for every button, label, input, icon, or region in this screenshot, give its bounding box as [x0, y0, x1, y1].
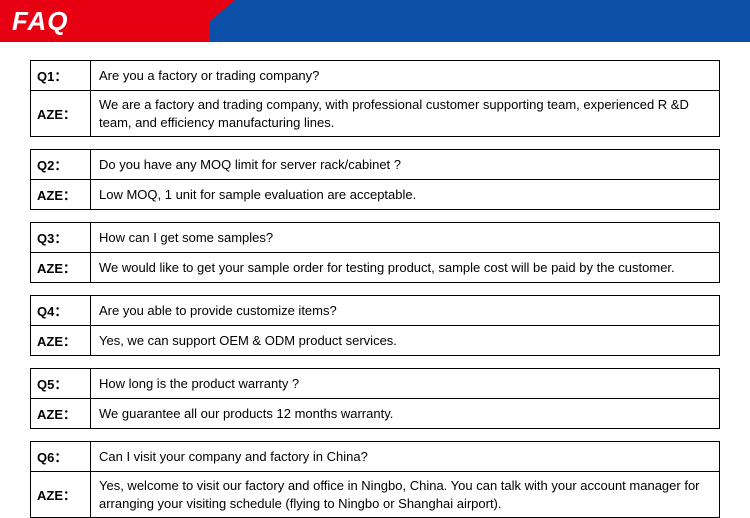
- faq-block: Q4： Are you able to provide customize it…: [30, 295, 720, 356]
- faq-a-label: AZE：: [31, 399, 91, 428]
- faq-answer-text: We guarantee all our products 12 months …: [91, 399, 719, 428]
- faq-question-row: Q6： Can I visit your company and factory…: [31, 442, 719, 471]
- faq-a-label: AZE：: [31, 472, 91, 517]
- faq-a-label: AZE：: [31, 326, 91, 355]
- faq-question-text: How can I get some samples?: [91, 223, 719, 252]
- faq-question-row: Q2： Do you have any MOQ limit for server…: [31, 150, 719, 179]
- faq-question-row: Q5： How long is the product warranty ?: [31, 369, 719, 398]
- header-title: FAQ: [12, 0, 68, 42]
- header-red-triangle: [210, 0, 235, 42]
- faq-answer-text: We would like to get your sample order f…: [91, 253, 719, 282]
- faq-q-label: Q3：: [31, 223, 91, 252]
- faq-block: Q3： How can I get some samples? AZE： We …: [30, 222, 720, 283]
- faq-answer-text: Yes, we can support OEM & ODM product se…: [91, 326, 719, 355]
- faq-answer-text: Yes, welcome to visit our factory and of…: [91, 472, 719, 517]
- faq-answer-text: Low MOQ, 1 unit for sample evaluation ar…: [91, 180, 719, 209]
- faq-question-text: Can I visit your company and factory in …: [91, 442, 719, 471]
- faq-content: Q1： Are you a factory or trading company…: [0, 42, 750, 518]
- faq-q-label: Q4：: [31, 296, 91, 325]
- faq-a-label: AZE：: [31, 253, 91, 282]
- faq-q-label: Q2：: [31, 150, 91, 179]
- faq-q-label: Q1：: [31, 61, 91, 90]
- faq-question-text: Are you a factory or trading company?: [91, 61, 719, 90]
- faq-answer-row: AZE： We guarantee all our products 12 mo…: [31, 398, 719, 428]
- faq-question-text: How long is the product warranty ?: [91, 369, 719, 398]
- faq-answer-row: AZE： We are a factory and trading compan…: [31, 90, 719, 136]
- faq-answer-row: AZE： Low MOQ, 1 unit for sample evaluati…: [31, 179, 719, 209]
- faq-block: Q5： How long is the product warranty ? A…: [30, 368, 720, 429]
- faq-question-text: Are you able to provide customize items?: [91, 296, 719, 325]
- faq-a-label: AZE：: [31, 180, 91, 209]
- faq-answer-row: AZE： Yes, we can support OEM & ODM produ…: [31, 325, 719, 355]
- faq-answer-row: AZE： We would like to get your sample or…: [31, 252, 719, 282]
- faq-q-label: Q5：: [31, 369, 91, 398]
- faq-question-row: Q4： Are you able to provide customize it…: [31, 296, 719, 325]
- faq-q-label: Q6：: [31, 442, 91, 471]
- faq-header: FAQ: [0, 0, 750, 42]
- faq-answer-text: We are a factory and trading company, wi…: [91, 91, 719, 136]
- faq-answer-row: AZE： Yes, welcome to visit our factory a…: [31, 471, 719, 517]
- faq-block: Q1： Are you a factory or trading company…: [30, 60, 720, 137]
- faq-block: Q6： Can I visit your company and factory…: [30, 441, 720, 518]
- faq-block: Q2： Do you have any MOQ limit for server…: [30, 149, 720, 210]
- faq-question-row: Q1： Are you a factory or trading company…: [31, 61, 719, 90]
- faq-question-text: Do you have any MOQ limit for server rac…: [91, 150, 719, 179]
- faq-a-label: AZE：: [31, 91, 91, 136]
- faq-question-row: Q3： How can I get some samples?: [31, 223, 719, 252]
